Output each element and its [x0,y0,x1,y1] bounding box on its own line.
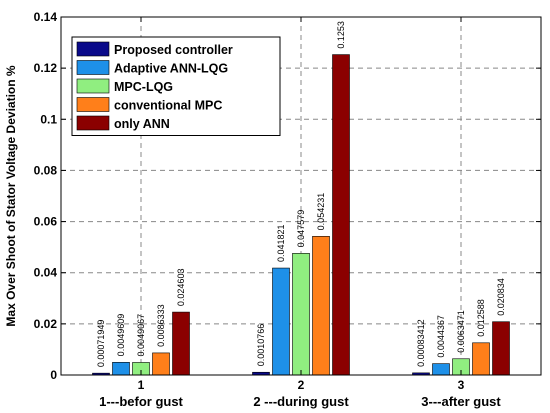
y-tick-label: 0.1 [40,112,57,126]
x-tick-label: 2 [298,378,305,392]
bar [312,236,330,376]
category-caption: 3---after gust [421,394,501,409]
y-tick-label: 0.02 [34,317,58,331]
bars [92,54,510,376]
y-tick-label: 0.06 [34,215,58,229]
data-label: 0.0063471 [456,310,466,353]
legend-label: MPC-LQG [114,80,173,94]
y-axis-label: Max Over Shoot of Stator Voltage Deviati… [4,65,18,326]
x-tick-label: 1 [138,378,145,392]
data-label: 0.012588 [476,299,486,337]
data-label: 0.047579 [296,210,306,248]
legend-swatch [76,115,110,131]
bar [292,253,310,376]
legend-swatch [76,97,110,112]
data-label: 0.00071949 [96,320,106,368]
data-label: 0.0044367 [436,315,446,358]
bar [172,311,190,376]
bar [272,267,290,376]
bar [472,342,490,376]
data-label: 0.0049067 [136,314,146,357]
category-captions: 1---befor gust 2 ---during gust 3---after … [99,394,501,409]
y-tick-label: 0.12 [34,61,58,75]
legend-swatch [76,78,110,94]
legend-label: Proposed controller [114,43,233,57]
category-caption: 1---befor gust [99,394,183,409]
data-label: 0.1253 [336,21,346,49]
data-label: 0.054231 [316,193,326,231]
legend-label: Adaptive ANN-LQG [114,62,228,76]
legend-swatch [76,41,110,57]
y-tick-label: 0.04 [34,266,58,280]
data-label: 0.0049609 [116,314,126,357]
data-label: 0.024603 [176,269,186,307]
bar [112,362,130,376]
legend-swatch [76,60,110,75]
y-axis-ticks: 0 0.02 0.04 0.06 0.08 0.1 0.12 0.14 [34,10,541,382]
y-tick-label: 0 [50,368,57,382]
data-label: 0.0010766 [256,324,266,367]
y-tick-label: 0.14 [34,10,58,24]
bar [332,54,350,376]
bar [432,363,450,376]
data-label: 0.00083412 [416,319,426,367]
legend-label: only ANN [114,117,170,131]
data-label: 0.0086333 [156,304,166,347]
category-caption: 2 ---during gust [253,394,349,409]
y-tick-label: 0.08 [34,163,58,177]
data-labels: 0.00071949 0.0010766 0.00083412 0.0049609 0.… [96,21,506,367]
data-label: 0.041821 [276,225,286,263]
x-tick-label: 3 [458,378,465,392]
bar [152,352,170,376]
bar [492,321,510,376]
legend-label: conventional MPC [114,99,222,113]
data-label: 0.020834 [496,278,506,316]
x-axis-ticks: 1 2 3 [138,17,465,392]
legend: Proposed controller Adaptive ANN-LQG MPC-… [71,36,281,136]
